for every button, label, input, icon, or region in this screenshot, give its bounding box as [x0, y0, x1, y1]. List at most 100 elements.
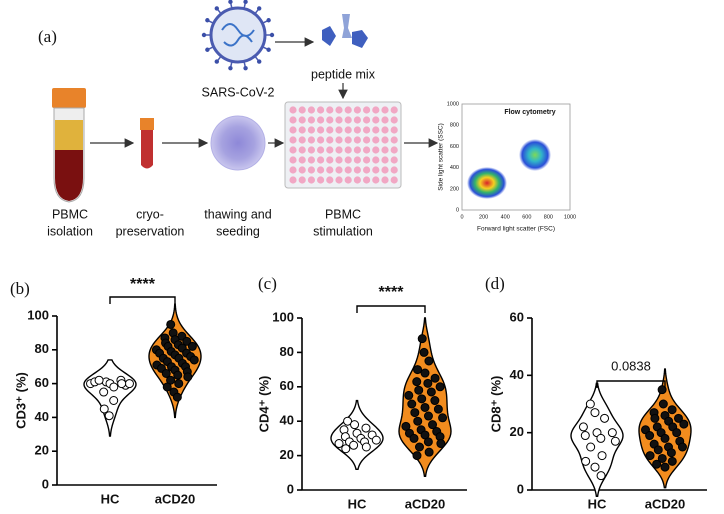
cell-icon: [210, 115, 266, 171]
well: [381, 116, 389, 124]
flow-y-tick-label: 400: [450, 165, 459, 171]
data-point: [424, 356, 434, 366]
y-tick-label: 60: [35, 375, 49, 390]
well: [289, 156, 297, 164]
well: [363, 136, 371, 144]
y-tick-label: 0: [517, 481, 524, 496]
well: [372, 106, 380, 114]
well: [381, 126, 389, 134]
well: [381, 166, 389, 174]
well: [372, 166, 380, 174]
well: [317, 106, 325, 114]
data-point: [104, 411, 114, 421]
peptide-label: peptide mix: [311, 67, 376, 81]
data-point: [667, 456, 677, 466]
data-point: [94, 375, 104, 385]
x-tick-label: aCD20: [155, 491, 195, 506]
flow-y-tick-label: 800: [450, 123, 459, 129]
significance-bracket: [596, 380, 666, 388]
data-point: [597, 451, 607, 461]
well: [353, 166, 361, 174]
well: [298, 146, 306, 154]
data-point: [409, 433, 419, 443]
well: [335, 166, 343, 174]
data-point: [99, 404, 109, 414]
panel-label: (b): [10, 279, 30, 298]
step-label: cryo-: [136, 207, 164, 221]
well: [335, 146, 343, 154]
significance-bracket: [109, 296, 176, 304]
data-point: [174, 379, 184, 389]
spike-tip: [228, 65, 233, 71]
well: [335, 176, 343, 184]
well: [390, 176, 398, 184]
well: [381, 106, 389, 114]
spike-tip: [269, 32, 275, 38]
step-label: isolation: [47, 224, 93, 238]
data-point: [401, 421, 411, 431]
spike-tip: [243, 65, 248, 71]
data-point: [183, 372, 193, 382]
well: [298, 126, 306, 134]
well: [353, 136, 361, 144]
spike-tip: [243, 0, 248, 5]
data-point: [426, 387, 436, 397]
well: [317, 126, 325, 134]
data-point: [117, 379, 127, 389]
well: [289, 106, 297, 114]
data-point: [413, 365, 423, 375]
well: [344, 136, 352, 144]
y-tick-label: 100: [27, 307, 49, 322]
well: [381, 156, 389, 164]
vial-icon: [140, 118, 154, 169]
peptide-icon: [322, 14, 368, 48]
y-axis-label: CD8⁺ (%): [488, 376, 503, 433]
well: [335, 116, 343, 124]
data-point: [596, 471, 606, 481]
y-tick-label: 60: [510, 309, 524, 324]
well: [390, 146, 398, 154]
plate-icon: [284, 101, 402, 189]
data-point: [596, 433, 606, 443]
spike-tip: [256, 59, 262, 64]
well: [363, 166, 371, 174]
well: [363, 156, 371, 164]
data-point: [652, 459, 662, 469]
data-point: [679, 419, 689, 429]
flow-y-tick-label: 1000: [447, 101, 459, 107]
well: [390, 166, 398, 174]
well: [335, 156, 343, 164]
well: [372, 156, 380, 164]
data-point: [581, 456, 591, 466]
well: [381, 176, 389, 184]
well: [372, 176, 380, 184]
data-point: [590, 462, 600, 472]
x-tick-label: HC: [588, 496, 607, 511]
charts: (b) 0 20 40 60 80 100 CD3⁺ (%) HC aCD20 **** (c) 0 20…: [10, 274, 707, 511]
well: [307, 106, 315, 114]
well: [363, 176, 371, 184]
well: [317, 166, 325, 174]
well: [344, 126, 352, 134]
data-point: [349, 440, 359, 450]
well: [363, 146, 371, 154]
well: [307, 146, 315, 154]
x-tick-label: aCD20: [645, 496, 685, 511]
data-point: [361, 442, 371, 452]
well: [390, 116, 398, 124]
well: [372, 136, 380, 144]
well: [307, 116, 315, 124]
well: [335, 106, 343, 114]
well: [344, 146, 352, 154]
panel-label: (d): [485, 274, 505, 293]
well: [326, 116, 334, 124]
flow-x-tick-label: 200: [479, 214, 488, 220]
data-point: [343, 416, 353, 426]
data-point: [424, 447, 434, 457]
y-tick-label: 0: [287, 481, 294, 496]
step-label: PBMC: [325, 207, 361, 221]
well: [307, 166, 315, 174]
well: [344, 106, 352, 114]
flow-x-tick-label: 1000: [564, 214, 576, 220]
well: [353, 146, 361, 154]
